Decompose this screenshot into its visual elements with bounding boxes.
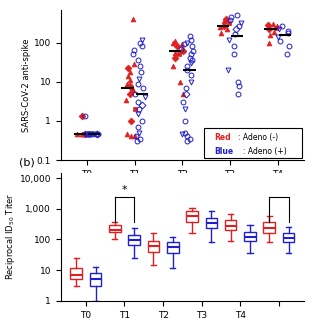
Text: Red: Red bbox=[214, 133, 231, 142]
FancyBboxPatch shape bbox=[204, 128, 301, 158]
Bar bbox=[225, 220, 236, 230]
Y-axis label: Reciprocal ID$_{50}$ Titer: Reciprocal ID$_{50}$ Titer bbox=[4, 193, 17, 280]
X-axis label: Day: Day bbox=[171, 180, 194, 190]
Bar bbox=[283, 233, 294, 242]
Bar bbox=[186, 211, 198, 222]
Bar bbox=[70, 268, 82, 279]
Bar bbox=[205, 218, 217, 228]
Text: : Adeno (-): : Adeno (-) bbox=[238, 133, 278, 142]
Bar bbox=[263, 222, 275, 233]
Y-axis label: SARS-CoV-2 anti-spike: SARS-CoV-2 anti-spike bbox=[22, 38, 31, 132]
Bar bbox=[109, 225, 121, 232]
Bar bbox=[167, 243, 179, 253]
Text: *: * bbox=[122, 185, 127, 195]
Bar bbox=[90, 273, 101, 286]
Bar bbox=[128, 235, 140, 245]
Text: Blue: Blue bbox=[214, 147, 233, 156]
Text: : Adeno (+): : Adeno (+) bbox=[243, 147, 287, 156]
Bar bbox=[148, 241, 159, 252]
Text: (b): (b) bbox=[20, 157, 35, 167]
Bar bbox=[244, 232, 256, 241]
